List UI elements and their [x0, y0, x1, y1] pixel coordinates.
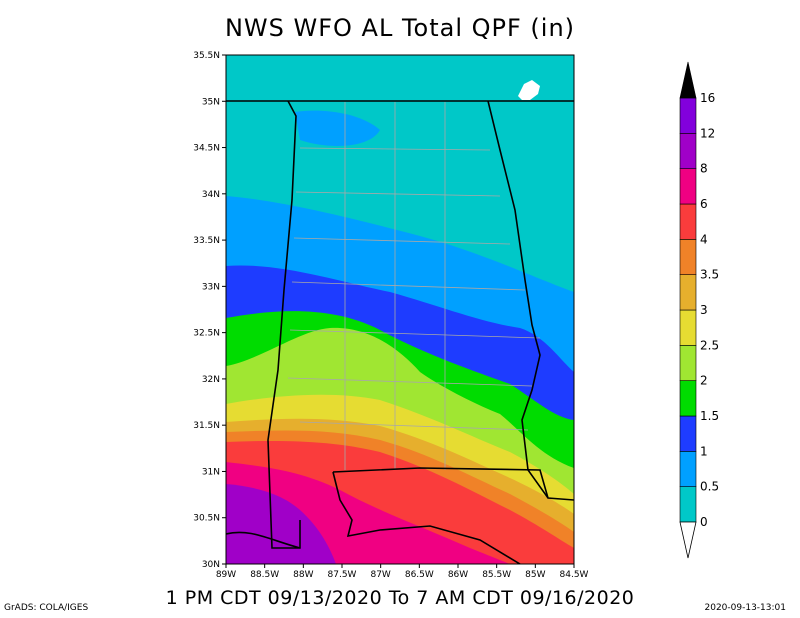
colorbar-label: 8 [700, 162, 708, 176]
colorbar-label: 2 [700, 374, 708, 388]
lat-tick-label: 32.5N [193, 329, 220, 339]
grads-credit: GrADS: COLA/IGES [4, 603, 89, 613]
colorbar-segment [679, 415, 697, 452]
colorbar-label: 6 [700, 197, 708, 211]
colorbar-label: 1 [700, 444, 708, 458]
lon-tick-label: 87.5W [328, 570, 357, 580]
band-0-5-north [295, 110, 380, 146]
colorbar-label: 2.5 [700, 338, 719, 352]
colorbar-segment [679, 309, 697, 346]
colorbar-segment [679, 168, 697, 205]
map-title: NWS WFO AL Total QPF (in) [224, 14, 576, 42]
band-8 [226, 484, 336, 564]
lat-tick-label: 35.5N [193, 51, 220, 61]
lat-tick-label: 31N [202, 467, 220, 477]
colorbar-label: 12 [700, 126, 715, 140]
lat-tick-label: 33.5N [193, 236, 220, 246]
colorbar-segment [679, 133, 697, 169]
colorbar-segment [679, 239, 697, 275]
longitude-axis: 89W 88.5W 88W 87.5W 87W 86.5W 86W 85.5W 85W 84.5W [216, 564, 589, 580]
colorbar-segment [679, 203, 697, 240]
precipitation-field [226, 55, 574, 564]
colorbar-label: 16 [700, 91, 715, 105]
colorbar-label: 0 [700, 515, 708, 529]
state-boundaries [226, 100, 574, 564]
white-spot [518, 80, 540, 100]
colorbar-segment [679, 274, 697, 311]
lat-tick-label: 32N [202, 375, 220, 385]
colorbar: 0 0.5 1 1.5 2 2.5 3 3.5 4 6 8 12 16 [679, 61, 719, 559]
lat-tick-label: 34.5N [193, 144, 220, 154]
colorbar-label: 3 [700, 303, 708, 317]
lon-tick-label: 85W [525, 570, 545, 580]
colorbar-max-cap [679, 61, 697, 99]
colorbar-segment [679, 451, 697, 487]
lat-tick-label: 31.5N [193, 421, 220, 431]
colorbar-label: 1.5 [700, 409, 719, 423]
valid-period: 1 PM CDT 09/13/2020 To 7 AM CDT 09/16/20… [165, 587, 635, 609]
lat-tick-label: 35N [202, 97, 220, 107]
map-frame [225, 54, 575, 565]
lat-tick-label: 33N [202, 282, 220, 292]
lon-tick-label: 87W [370, 570, 390, 580]
county-lines [287, 102, 541, 470]
colorbar-label: 4 [700, 232, 708, 246]
latitude-axis: 35.5N 35N 34.5N 34N 33.5N 33N 32.5N 32N 31.5N 31N… [193, 51, 226, 570]
colorbar-segment [679, 97, 697, 134]
colorbar-segment [679, 486, 697, 523]
colorbar-min-cap [679, 521, 697, 559]
lon-tick-label: 88.5W [250, 570, 279, 580]
colorbar-label: 3.5 [700, 268, 719, 282]
lon-tick-label: 84.5W [560, 570, 589, 580]
lat-tick-label: 30.5N [193, 514, 220, 524]
lon-tick-label: 88W [293, 570, 313, 580]
issue-timestamp: 2020-09-13-13:01 [704, 603, 787, 613]
colorbar-label: 0.5 [700, 480, 719, 494]
lon-tick-label: 86W [448, 570, 468, 580]
lon-tick-label: 86.5W [405, 570, 434, 580]
lat-tick-label: 34N [202, 190, 220, 200]
lat-tick-label: 30N [202, 560, 220, 570]
colorbar-segment [679, 380, 697, 417]
colorbar-segment [679, 345, 697, 381]
lon-tick-label: 85.5W [482, 570, 511, 580]
lon-tick-label: 89W [216, 570, 236, 580]
